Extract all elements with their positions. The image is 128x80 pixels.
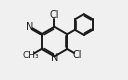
Text: Cl: Cl (50, 10, 59, 20)
Text: Cl: Cl (73, 50, 82, 60)
Text: N: N (26, 22, 33, 32)
Text: N: N (51, 53, 58, 63)
Text: CH₃: CH₃ (23, 50, 40, 60)
